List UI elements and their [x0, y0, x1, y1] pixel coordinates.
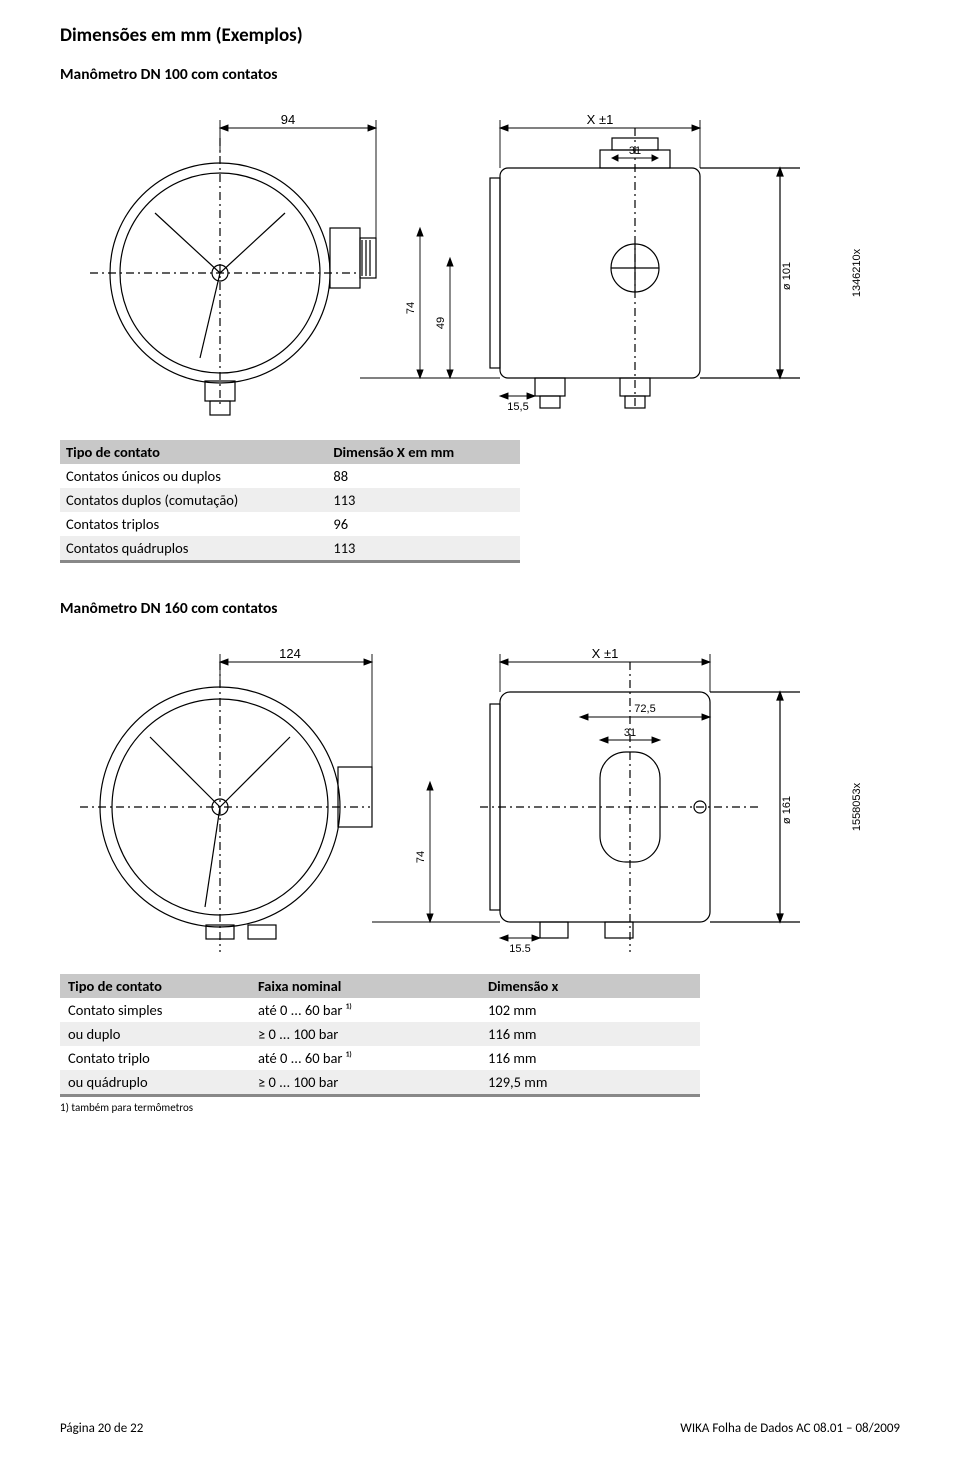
- t1-h2: Dimensão X em mm: [327, 440, 520, 464]
- t2-h3: Dimensão x: [480, 974, 700, 998]
- table-dn160: Tipo de contato Faixa nominal Dimensão x…: [60, 974, 700, 1097]
- t1-r3c1: Contatos quádruplos: [60, 536, 327, 562]
- dim-124: 124: [279, 646, 301, 661]
- t1-r2c1: Contatos triplos: [60, 512, 327, 536]
- t2-r2c1: Contato triplo: [60, 1046, 250, 1070]
- section1-title: Manômetro DN 100 com contatos: [60, 65, 900, 84]
- t1-h1: Tipo de contato: [60, 440, 327, 464]
- t1-r0c1: Contatos únicos ou duplos: [60, 464, 327, 488]
- t2-r3c1: ou quádruplo: [60, 1070, 250, 1096]
- t2-h1: Tipo de contato: [60, 974, 250, 998]
- dia-101: ø 101: [781, 262, 793, 290]
- table-dn100: Tipo de contato Dimensão X em mm Contato…: [60, 440, 520, 563]
- dim-31b: 31: [624, 727, 636, 739]
- dim-725: 72,5: [634, 703, 655, 715]
- t2-r0c3: 102 mm: [480, 998, 700, 1022]
- dim-155b: 15,5: [509, 943, 530, 952]
- dim-x2: X ±1: [592, 646, 619, 661]
- t2-r2c3: 116 mm: [480, 1046, 700, 1070]
- t2-r0c1: Contato simples: [60, 998, 250, 1022]
- t2-r1c2: ≥ 0 ... 100 bar: [250, 1022, 480, 1046]
- t1-r2c2: 96: [327, 512, 520, 536]
- dim-49: 49: [435, 317, 447, 329]
- footer-right: WIKA Folha de Dados AC 08.01 – 08/2009: [680, 1421, 900, 1436]
- dim-31a: 31: [629, 145, 641, 157]
- t2-r1c1: ou duplo: [60, 1022, 250, 1046]
- t2-r3c3: 129,5 mm: [480, 1070, 700, 1096]
- t2-r0c2: até 0 ... 60 bar ¹⁾: [250, 998, 480, 1022]
- code-dn100: 1346210x: [851, 248, 863, 297]
- section2-title: Manômetro DN 160 com contatos: [60, 599, 900, 618]
- code-dn160: 1558053x: [851, 782, 863, 831]
- t1-r1c2: 113: [327, 488, 520, 512]
- footnote: 1) também para termômetros: [60, 1101, 900, 1114]
- page-heading: Dimensões em mm (Exemplos): [60, 24, 900, 47]
- t2-r3c2: ≥ 0 ... 100 bar: [250, 1070, 480, 1096]
- dim-74b: 74: [415, 851, 427, 863]
- t1-r3c2: 113: [327, 536, 520, 562]
- dim-74a: 74: [405, 302, 417, 314]
- t2-r2c2: até 0 ... 60 bar ¹⁾: [250, 1046, 480, 1070]
- t2-h2: Faixa nominal: [250, 974, 480, 998]
- diagram-dn100: 94: [60, 98, 880, 418]
- dim-155a: 15,5: [507, 401, 528, 413]
- dim-94: 94: [281, 112, 295, 127]
- footer-left: Página 20 de 22: [60, 1421, 143, 1436]
- t2-r1c3: 116 mm: [480, 1022, 700, 1046]
- dia-161: ø 161: [781, 796, 793, 824]
- dim-x1: X ±1: [587, 112, 614, 127]
- diagram-dn160: 124: [60, 632, 880, 952]
- t1-r0c2: 88: [327, 464, 520, 488]
- t1-r1c1: Contatos duplos (comutação): [60, 488, 327, 512]
